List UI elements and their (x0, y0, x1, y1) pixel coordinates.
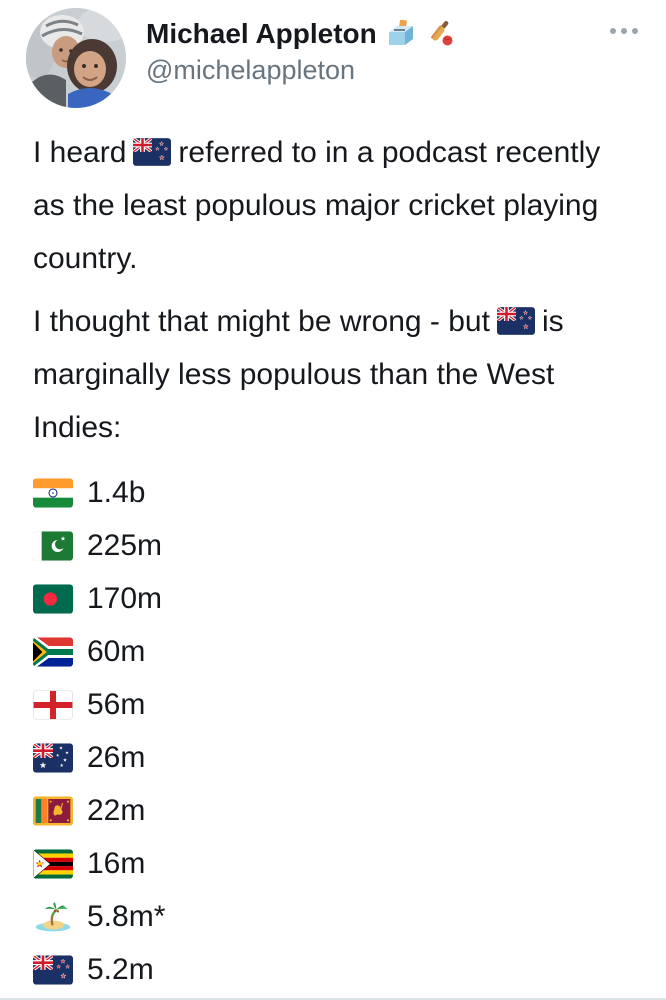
list-item: 56m (33, 678, 633, 731)
display-name: Michael Appleton (146, 18, 377, 49)
india-flag-icon (33, 477, 73, 508)
australia-flag-icon (33, 742, 73, 773)
ballot-box-emoji-icon (388, 19, 413, 45)
tweet-body: I heard referred to in a podcast recently… (0, 126, 666, 996)
list-item: 5.2m (33, 943, 633, 996)
more-icon (610, 28, 616, 34)
new-zealand-flag-icon (496, 307, 535, 335)
avatar[interactable] (26, 8, 126, 108)
bangladesh-flag-icon (33, 583, 73, 614)
tweet-header: Michael Appleton (0, 0, 666, 108)
paragraph-1: I heard referred to in a podcast recently… (33, 126, 633, 285)
paragraph-2-text-cont: is marginally less populous than the Wes… (33, 305, 564, 444)
population-value: 16m (87, 846, 146, 880)
new-zealand-flag-icon (133, 138, 172, 166)
zimbabwe-flag-icon (33, 848, 73, 879)
cricket-bat-emoji-icon (430, 20, 453, 46)
list-item: 26m (33, 731, 633, 784)
population-value: 5.2m (87, 952, 154, 986)
population-value: 1.4b (87, 475, 146, 509)
desert-island-emoji-icon (35, 901, 71, 931)
population-value: 170m (87, 581, 163, 615)
list-item: 16m (33, 837, 633, 890)
display-name-row[interactable]: Michael Appleton (146, 16, 455, 52)
population-value: 26m (87, 740, 146, 774)
population-value: 56m (87, 687, 146, 721)
paragraph-2: I thought that might be wrong - but is ma… (33, 295, 633, 454)
more-button[interactable] (602, 20, 646, 42)
bottom-divider (0, 998, 666, 1000)
list-item: 5.8m* (33, 890, 633, 943)
new-zealand-flag-icon (33, 954, 73, 985)
population-list: 1.4b 225m 170m 60m 56m 26m (33, 466, 633, 996)
user-handle: @michelappleton (146, 55, 356, 85)
paragraph-2-text: I thought that might be wrong - but (33, 305, 490, 338)
avatar-image (26, 8, 126, 108)
list-item: 170m (33, 572, 633, 625)
population-value: 5.8m* (87, 899, 166, 933)
sri-lanka-flag-icon (33, 795, 73, 826)
list-item: 22m (33, 784, 633, 837)
population-value: 225m (87, 528, 163, 562)
south-africa-flag-icon (33, 636, 73, 667)
pakistan-flag-icon (33, 530, 73, 561)
list-item: 60m (33, 625, 633, 678)
user-identity: Michael Appleton (146, 8, 455, 89)
paragraph-1-text-cont: referred to in a podcast recently as the… (33, 136, 601, 275)
list-item: 225m (33, 519, 633, 572)
england-flag-icon (33, 689, 73, 720)
population-value: 60m (87, 634, 146, 668)
population-value: 22m (87, 793, 146, 827)
list-item: 1.4b (33, 466, 633, 519)
paragraph-1-text: I heard (33, 136, 127, 169)
